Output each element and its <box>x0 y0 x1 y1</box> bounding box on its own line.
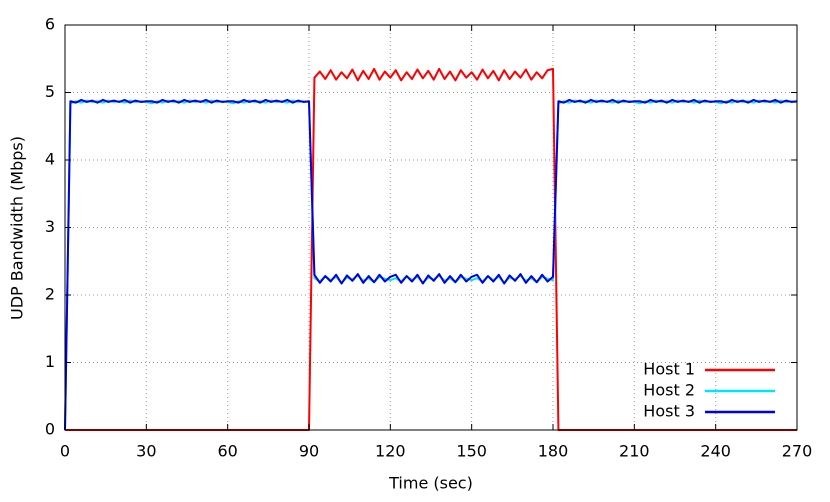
y-tick-label: 6 <box>45 15 55 34</box>
x-tick-label: 150 <box>456 442 487 461</box>
x-tick-label: 30 <box>136 442 156 461</box>
x-tick-label: 240 <box>700 442 731 461</box>
y-axis-label: UDP Bandwidth (Mbps) <box>8 136 27 320</box>
y-tick-label: 5 <box>45 82 55 101</box>
data-line <box>64 98 798 431</box>
legend-label: Host 3 <box>643 402 695 421</box>
x-tick-label: 120 <box>375 442 406 461</box>
y-tick-label: 4 <box>45 150 55 169</box>
legend-label: Host 2 <box>643 381 695 400</box>
y-tick-label: 3 <box>45 217 55 236</box>
x-tick-label: 210 <box>619 442 650 461</box>
x-tick-label: 90 <box>299 442 319 461</box>
y-tick-label: 0 <box>45 420 55 439</box>
x-tick-label: 0 <box>60 442 70 461</box>
legend-label: Host 1 <box>643 360 695 379</box>
x-tick-label: 60 <box>217 442 237 461</box>
y-tick-label: 1 <box>45 352 55 371</box>
y-tick-label: 2 <box>45 285 55 304</box>
x-tick-label: 180 <box>538 442 569 461</box>
x-axis-label: Time (sec) <box>388 474 473 493</box>
x-tick-label: 270 <box>782 442 813 461</box>
